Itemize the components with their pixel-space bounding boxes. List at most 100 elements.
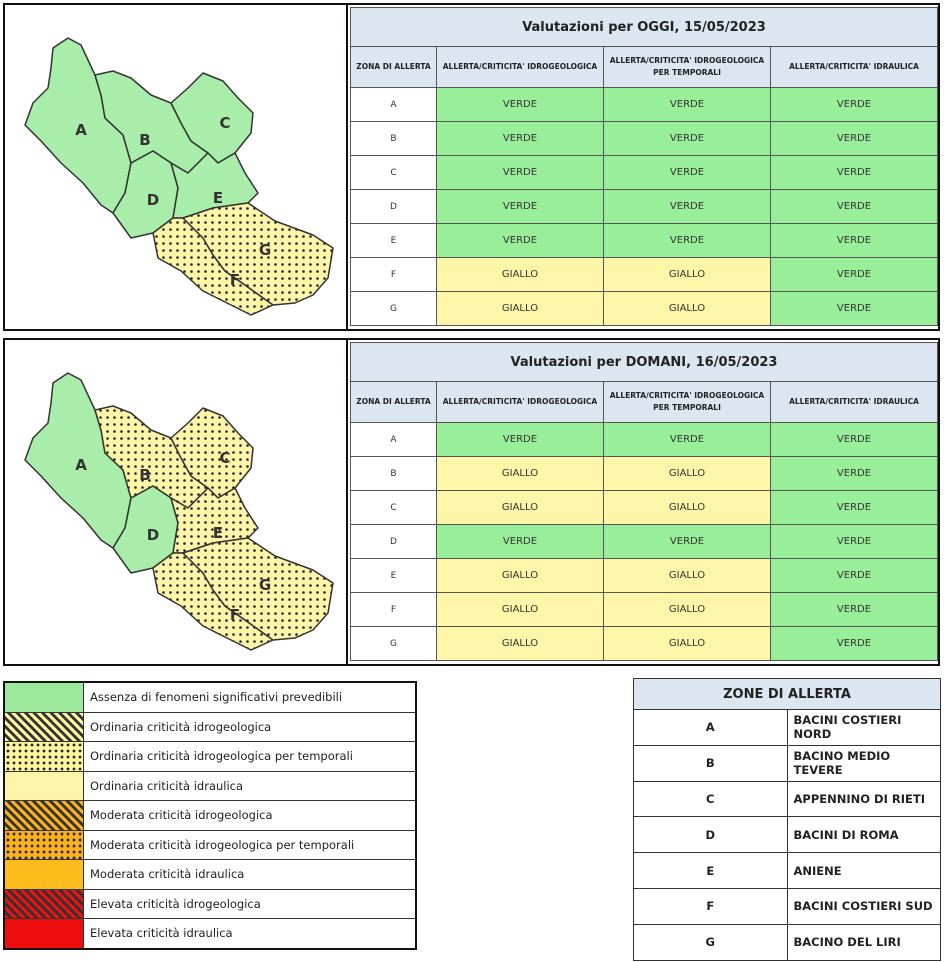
table-row: D VERDE VERDE VERDE (350, 189, 938, 224)
temporali-cell: GIALLO (603, 490, 771, 525)
legend-swatch (5, 742, 84, 771)
table-row: F GIALLO GIALLO VERDE (350, 257, 938, 292)
zone-name: APPENNINO DI RIETI (786, 780, 941, 818)
lazio-map-tomorrow: A B C D E F G (24, 372, 334, 651)
zone-row: C APPENNINO DI RIETI (633, 780, 941, 818)
table-row: B GIALLO GIALLO VERDE (350, 456, 938, 491)
idraulica-cell: VERDE (770, 626, 938, 661)
idrogeologica-cell: GIALLO (436, 626, 604, 661)
legend-item: Ordinaria criticità idrogeologica (5, 712, 415, 742)
map-zone-c (170, 407, 254, 499)
idrogeologica-cell: VERDE (436, 189, 604, 224)
col-idraulica: ALLERTA/CRITICITA' IDRAULICA (770, 46, 938, 88)
zone-row: G BACINO DEL LIRI (633, 923, 941, 961)
map-label-a: A (75, 456, 87, 474)
zone-cell: D (350, 189, 437, 224)
zone-key: G (633, 923, 788, 961)
table-row: E GIALLO GIALLO VERDE (350, 558, 938, 593)
col-temporali: ALLERTA/CRITICITA' IDROGEOLOGICA PER TEM… (603, 381, 771, 423)
legend-label: Ordinaria criticità idrogeologica per te… (90, 749, 353, 763)
map-zone-g (182, 202, 334, 306)
legend-label: Ordinaria criticità idraulica (90, 778, 244, 793)
temporali-cell: GIALLO (603, 626, 771, 661)
today-table: Valutazioni per OGGI, 15/05/2023 ZONA DI… (350, 7, 938, 326)
map-label-f: F (230, 606, 240, 624)
zone-row: F BACINI COSTIERI SUD (633, 887, 941, 925)
zone-name: BACINI COSTIERI SUD (786, 887, 941, 925)
legend-label: Elevata criticità idraulica (90, 926, 233, 940)
zone-row: D BACINI DI ROMA (633, 816, 941, 854)
col-zona: ZONA DI ALLERTA (350, 46, 437, 88)
legend-item: Ordinaria criticità idraulica (5, 771, 415, 801)
zones-title: ZONE DI ALLERTA (633, 678, 941, 710)
table-row: G GIALLO GIALLO VERDE (350, 291, 938, 326)
map-label-b: B (139, 131, 150, 149)
idrogeologica-cell: GIALLO (436, 592, 604, 627)
legend-swatch (5, 889, 84, 918)
map-label-c: C (219, 449, 230, 467)
temporali-cell: GIALLO (603, 456, 771, 491)
map-label-c: C (219, 114, 230, 132)
legend-label: Assenza di fenomeni significativi preved… (90, 690, 343, 704)
legend-item: Moderata criticità idrogeologica (5, 801, 415, 831)
today-title: Valutazioni per OGGI, 15/05/2023 (350, 7, 938, 47)
temporali-cell: VERDE (603, 223, 771, 258)
map-zone-c (170, 72, 254, 164)
idrogeologica-cell: VERDE (436, 524, 604, 559)
zone-key: C (633, 780, 788, 818)
zone-row: A BACINI COSTIERI NORD (633, 709, 941, 746)
idraulica-cell: VERDE (770, 592, 938, 627)
panel-divider (346, 5, 348, 329)
zone-cell: D (350, 524, 437, 559)
zone-row: B BACINO MEDIO TEVERE (633, 744, 941, 782)
temporali-cell: VERDE (603, 155, 771, 190)
idraulica-cell: VERDE (770, 189, 938, 224)
legend-label: Moderata criticità idrogeologica (90, 808, 273, 822)
legend-item: Moderata criticità idrogeologica per tem… (5, 830, 415, 860)
map-label-f: F (230, 271, 240, 289)
col-idrogeologica: ALLERTA/CRITICITA' IDROGEOLOGICA (436, 381, 604, 423)
zone-cell: B (350, 121, 437, 156)
zone-cell: F (350, 592, 437, 627)
table-row: B VERDE VERDE VERDE (350, 121, 938, 156)
idraulica-cell: VERDE (770, 121, 938, 156)
table-row: C GIALLO GIALLO VERDE (350, 490, 938, 525)
zone-key: B (633, 744, 788, 782)
idrogeologica-cell: VERDE (436, 87, 604, 122)
table-row: A VERDE VERDE VERDE (350, 422, 938, 457)
zone-name: BACINO DEL LIRI (786, 923, 941, 961)
zone-key: F (633, 887, 788, 925)
idraulica-cell: VERDE (770, 155, 938, 190)
temporali-cell: GIALLO (603, 257, 771, 292)
legend-item: Elevata criticità idrogeologica (5, 889, 415, 919)
zone-cell: E (350, 558, 437, 593)
zone-name: BACINO MEDIO TEVERE (786, 744, 941, 782)
map-label-g: G (259, 576, 271, 594)
col-idraulica: ALLERTA/CRITICITA' IDRAULICA (770, 381, 938, 423)
lazio-map-today: A B C D E F G (24, 37, 334, 316)
tomorrow-table: Valutazioni per DOMANI, 16/05/2023 ZONA … (350, 342, 938, 661)
table-row: F GIALLO GIALLO VERDE (350, 592, 938, 627)
zone-key: D (633, 816, 788, 854)
zone-cell: E (350, 223, 437, 258)
idraulica-cell: VERDE (770, 490, 938, 525)
legend-swatch (5, 683, 84, 712)
legend-swatch (5, 801, 84, 830)
temporali-cell: VERDE (603, 524, 771, 559)
tomorrow-map: A B C D E F G (13, 358, 343, 658)
idraulica-cell: VERDE (770, 87, 938, 122)
legend-swatch (5, 712, 84, 741)
tomorrow-title: Valutazioni per DOMANI, 16/05/2023 (350, 342, 938, 382)
map-label-g: G (259, 241, 271, 259)
legend-item: Ordinaria criticità idrogeologica per te… (5, 742, 415, 772)
legend-swatch (5, 771, 84, 800)
table-row: C VERDE VERDE VERDE (350, 155, 938, 190)
temporali-cell: VERDE (603, 189, 771, 224)
map-label-d: D (147, 526, 159, 544)
zone-row: E ANIENE (633, 852, 941, 889)
zone-key: E (633, 852, 788, 889)
zone-cell: A (350, 87, 437, 122)
zone-cell: G (350, 626, 437, 661)
table-row: E VERDE VERDE VERDE (350, 223, 938, 258)
